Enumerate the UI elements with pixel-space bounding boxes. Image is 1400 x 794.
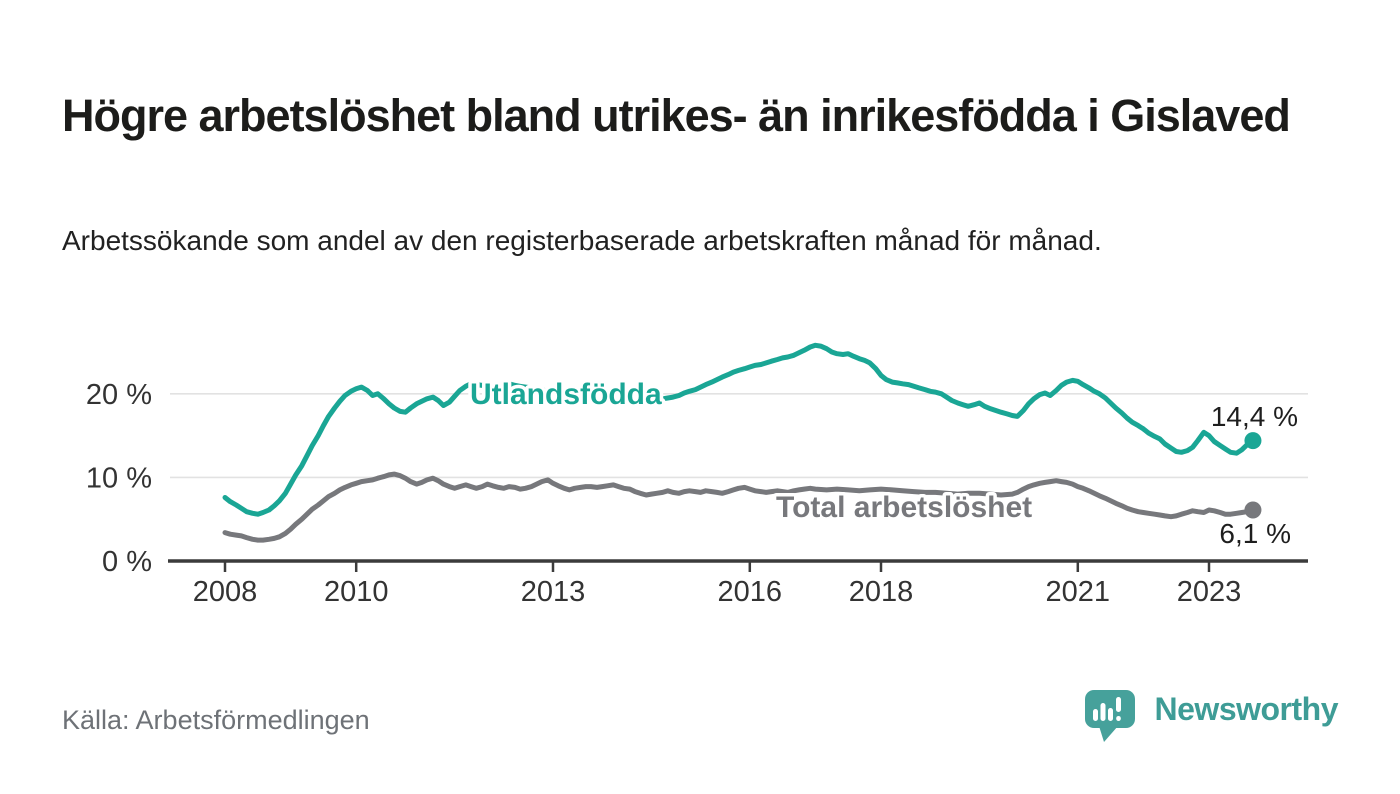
chart-subtitle: Arbetssökande som andel av den registerb…	[62, 225, 1102, 256]
x-axis	[168, 559, 1308, 572]
x-tick-label: 2023	[1177, 576, 1242, 608]
axis-tick-labels: 2008 2010 2013 2016 2018 2021 2023 0 % 10 % 20 %	[86, 379, 1241, 608]
x-tick-label: 2013	[521, 576, 586, 608]
x-tick-label: 2008	[193, 576, 258, 608]
series-inline-labels: Total arbetslöshet Utlandsfödda	[467, 375, 1036, 528]
series-end-value-labels: 6,1 % 14,4 %	[1211, 401, 1298, 549]
page-title: Högre arbetslöshet bland utrikes- än inr…	[62, 90, 1291, 142]
series-lines	[222, 342, 1256, 543]
series-end-value-label: 6,1 %	[1219, 518, 1291, 549]
gridlines	[170, 392, 1308, 479]
series-label-utlandsfodda: Utlandsfödda	[470, 378, 662, 411]
series-line-total	[222, 471, 1256, 543]
y-tick-label: 0 %	[102, 546, 152, 578]
series-line-utlandsfodda	[222, 342, 1256, 517]
newsworthy-wordmark: Newsworthy	[1154, 691, 1339, 727]
series-end-dot	[1244, 501, 1262, 519]
y-tick-label: 20 %	[86, 379, 152, 411]
series-end-dots	[1244, 432, 1262, 519]
x-tick-label: 2010	[324, 576, 389, 608]
x-tick-label: 2021	[1046, 576, 1111, 608]
series-end-dot	[1244, 432, 1262, 450]
x-tick-label: 2016	[718, 576, 783, 608]
x-tick-label: 2018	[849, 576, 914, 608]
series-label-total: Total arbetslöshet	[776, 491, 1032, 524]
source-note: Källa: Arbetsförmedlingen	[62, 705, 370, 735]
series-end-value-label: 14,4 %	[1211, 401, 1298, 432]
speech-bubble-bar-chart-icon	[1084, 690, 1135, 742]
y-tick-label: 10 %	[86, 462, 152, 494]
newsworthy-logo: Newsworthy	[1084, 690, 1339, 743]
